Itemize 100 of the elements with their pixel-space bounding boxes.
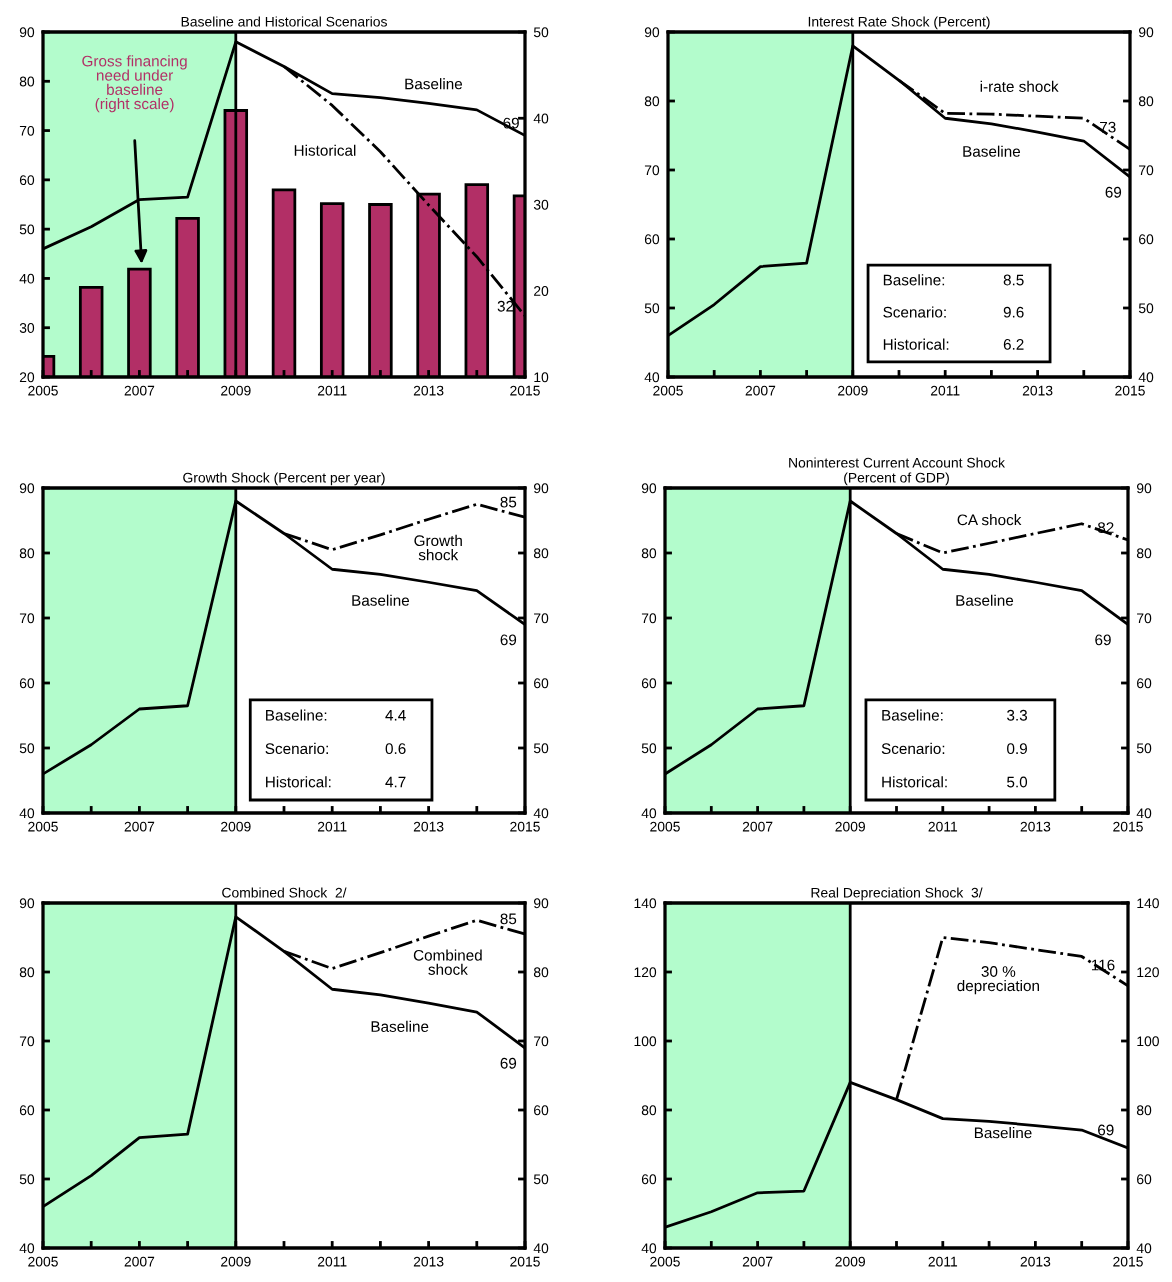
x-tick-label: 2009: [835, 821, 865, 832]
series-label: Baseline: [371, 1020, 429, 1032]
annotation: 3.3: [1007, 709, 1028, 721]
y2-tick-label: 40: [1136, 808, 1152, 819]
chart-title: Noninterest Current Account Shock (Percent of GDP): [789, 457, 1005, 486]
x-tick-label: 2005: [28, 1256, 58, 1267]
annotation: 6.2: [1003, 339, 1024, 350]
x-tick-label: 2005: [650, 821, 680, 832]
x-tick-label: 2005: [650, 1256, 680, 1267]
data-label: 73: [1100, 121, 1116, 133]
y2-tick-label: 60: [1137, 678, 1152, 689]
series-label: Baseline: [405, 78, 463, 90]
y-tick-label: 90: [19, 27, 35, 38]
x-tick-label: 2005: [653, 385, 683, 396]
y-tick-label: 70: [641, 613, 657, 624]
y2-tick-label: 90: [533, 483, 549, 494]
x-tick-label: 2011: [317, 1256, 347, 1267]
y-tick-label: 30: [19, 323, 35, 333]
annotation: 0.6: [385, 743, 406, 755]
y2-tick-label: 40: [533, 1243, 549, 1254]
x-tick-label: 2015: [510, 821, 540, 832]
y2-tick-label: 50: [533, 743, 549, 754]
data-label: 85: [500, 496, 517, 508]
annotation: Scenario:: [265, 742, 328, 755]
x-tick-label: 2011: [930, 385, 960, 396]
chart-title: Growth Shock (Percent per year): [183, 472, 385, 486]
chart-title: Real Depreciation Shock 3/: [811, 887, 983, 901]
y2-tick-label: 40: [1136, 1243, 1152, 1254]
y2-tick-label: 50: [533, 1174, 549, 1185]
x-tick-label: 2005: [28, 385, 58, 396]
y-tick-label: 50: [644, 303, 660, 314]
annotation: Baseline:: [266, 709, 327, 721]
y-tick-label: 90: [19, 898, 35, 909]
y-tick-label: 70: [19, 125, 35, 136]
x-tick-label: 2011: [317, 821, 347, 832]
y-tick-label: 60: [19, 1105, 35, 1116]
y-tick-label: 40: [641, 1243, 657, 1254]
y-tick-label: 90: [19, 483, 35, 494]
x-tick-label: 2009: [221, 1256, 251, 1267]
y2-tick-label: 60: [1137, 1174, 1152, 1185]
y2-tick-label: 70: [534, 1036, 549, 1047]
x-tick-label: 2009: [221, 821, 251, 832]
y-tick-label: 80: [19, 76, 35, 87]
annotation: 5.0: [1007, 776, 1028, 788]
y-tick-label: 60: [19, 175, 35, 186]
y-tick-label: 40: [19, 1243, 35, 1254]
series-label: Historical: [294, 144, 356, 156]
y-tick-label: 70: [19, 1036, 35, 1047]
y-tick-label: 50: [641, 743, 657, 754]
y-tick-label: 100: [634, 1036, 657, 1047]
annotation: Historical:: [883, 338, 949, 350]
annotation: 4.4: [385, 710, 406, 721]
series-label: Baseline: [974, 1127, 1032, 1139]
x-tick-label: 2007: [742, 1256, 773, 1267]
y-tick-label: 80: [644, 96, 660, 107]
y2-tick-label: 80: [533, 548, 549, 559]
x-tick-label: 2013: [413, 385, 444, 396]
y2-tick-label: 50: [1138, 303, 1154, 314]
series-label: 30 % depreciation: [957, 966, 1039, 995]
y-tick-label: 90: [641, 483, 657, 494]
chart-title: Baseline and Historical Scenarios: [181, 16, 387, 27]
x-tick-label: 2009: [835, 1256, 865, 1267]
data-label: 69: [500, 1057, 517, 1069]
annotation: 0.9: [1007, 743, 1027, 755]
x-tick-label: 2015: [1113, 821, 1143, 832]
data-label: 69: [500, 634, 517, 646]
x-tick-label: 2005: [28, 821, 58, 832]
annotation: Baseline:: [883, 274, 945, 286]
x-tick-label: 2011: [928, 1256, 958, 1267]
x-tick-label: 2011: [928, 821, 958, 832]
annotation: Historical:: [266, 776, 331, 788]
series-label: i-rate shock: [980, 80, 1059, 92]
series-label: Baseline: [956, 594, 1014, 606]
y2-tick-label: 140: [1137, 898, 1159, 909]
x-tick-label: 2013: [1020, 1256, 1051, 1267]
data-label: 32: [497, 300, 514, 312]
chart-title: Interest Rate Shock (Percent): [808, 16, 990, 30]
annotation: Scenario:: [881, 742, 945, 755]
y-tick-label: 120: [634, 967, 657, 978]
y2-tick-label: 50: [533, 27, 549, 38]
y-tick-label: 60: [19, 678, 35, 689]
y-tick-label: 50: [19, 1174, 35, 1185]
y-tick-label: 80: [641, 548, 657, 559]
y-tick-label: 40: [19, 273, 35, 284]
y-tick-label: 20: [19, 372, 35, 383]
y2-tick-label: 70: [534, 613, 549, 624]
text: Gross financing need under baseline (right scale): [82, 55, 187, 113]
y2-tick-label: 120: [1137, 967, 1159, 978]
annotation: 4.7: [385, 776, 406, 788]
series-label: Combined shock: [413, 949, 482, 975]
annotation: Historical:: [882, 776, 947, 788]
x-tick-label: 2013: [413, 1256, 444, 1267]
y2-tick-label: 80: [1136, 548, 1152, 559]
y2-tick-label: 40: [1138, 372, 1154, 383]
y2-tick-label: 90: [1138, 27, 1154, 38]
y-tick-label: 140: [634, 898, 657, 909]
y-tick-label: 70: [644, 165, 660, 176]
annotation: 9.6: [1003, 306, 1024, 318]
x-tick-label: 2013: [1022, 385, 1053, 396]
x-tick-label: 2007: [124, 385, 155, 396]
